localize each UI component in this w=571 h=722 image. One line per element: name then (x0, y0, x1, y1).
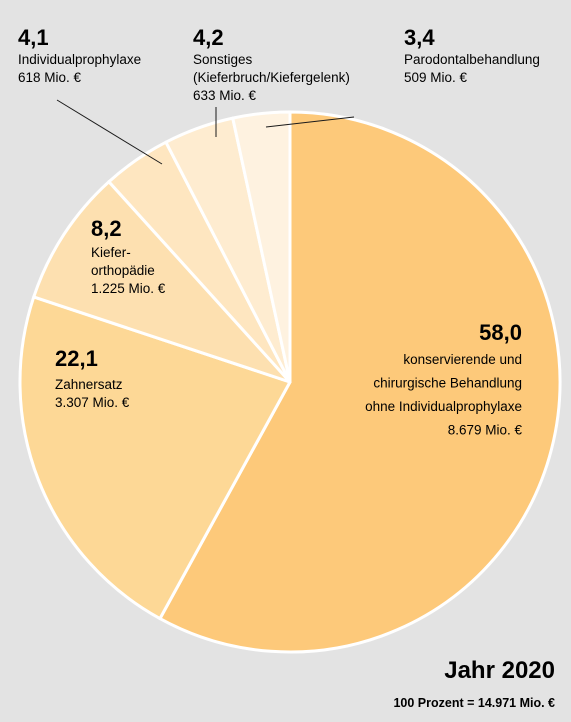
slice-label-line: 618 Mio. € (18, 70, 82, 85)
slice-percent: 4,2 (193, 25, 224, 50)
slice-label-line: chirurgische Behandlung (373, 376, 522, 391)
total-note: 100 Prozent = 14.971 Mio. € (393, 696, 555, 710)
slice-labels: 58,0 konservierende und chirurgische Behan… (18, 25, 540, 438)
slice-label-zahnersatz: 22,1 Zahnersatz 3.307 Mio. € (55, 346, 130, 410)
slice-label-line: (Kieferbruch/Kiefergelenk) (193, 70, 350, 85)
pie-slice-konservierende-und (158, 110, 562, 654)
leader-line (56, 99, 163, 165)
slice-percent: 58,0 (479, 320, 522, 345)
slice-label-kiefer: 8,2 Kiefer-orthopädie 1.225 Mio. € (91, 216, 166, 296)
slice-label-line: ohne Individualprophylaxe (365, 399, 522, 414)
slice-label-line: Individualprophylaxe (18, 52, 141, 67)
slice-label-sonstiges: 4,2 Sonstiges (Kieferbruch/Kiefergelenk) 63… (193, 25, 350, 103)
slice-percent: 3,4 (404, 25, 435, 50)
slice-percent: 22,1 (55, 346, 98, 371)
slice-label-line: 509 Mio. € (404, 70, 468, 85)
leader-line (265, 116, 355, 128)
slice-label-line: orthopädie (91, 263, 155, 278)
slice-percent: 8,2 (91, 216, 122, 241)
slice-label-line: 3.307 Mio. € (55, 395, 130, 410)
slice-label-line: konservierende und (403, 352, 522, 367)
pie-slice-kiefer (32, 180, 292, 384)
slice-percent: 4,1 (18, 25, 49, 50)
slice-label-parodontalbehandlung: 3,4 Parodontalbehandlung 509 Mio. € (404, 25, 540, 85)
slice-label-line: Parodontalbehandlung (404, 52, 540, 67)
leader-lines (56, 99, 355, 165)
slice-label-line: 633 Mio. € (193, 88, 257, 103)
slice-label-konservierende-und: 58,0 konservierende und chirurgische Behan… (365, 320, 522, 438)
chart-title: Jahr 2020 (444, 657, 555, 684)
slice-label-individualprophylaxe: 4,1 Individualprophylaxe 618 Mio. € (18, 25, 141, 85)
slice-label-line: 8.679 Mio. € (448, 423, 523, 438)
pie-slices (18, 110, 562, 654)
slice-label-line: Zahnersatz (55, 377, 123, 392)
pie-slice-zahnersatz (18, 295, 292, 621)
slice-label-line: 1.225 Mio. € (91, 281, 166, 296)
pie-slice-parodontalbehandlung (231, 110, 292, 384)
slice-label-line: Sonstiges (193, 52, 253, 67)
slice-label-line: Kiefer- (91, 245, 131, 260)
